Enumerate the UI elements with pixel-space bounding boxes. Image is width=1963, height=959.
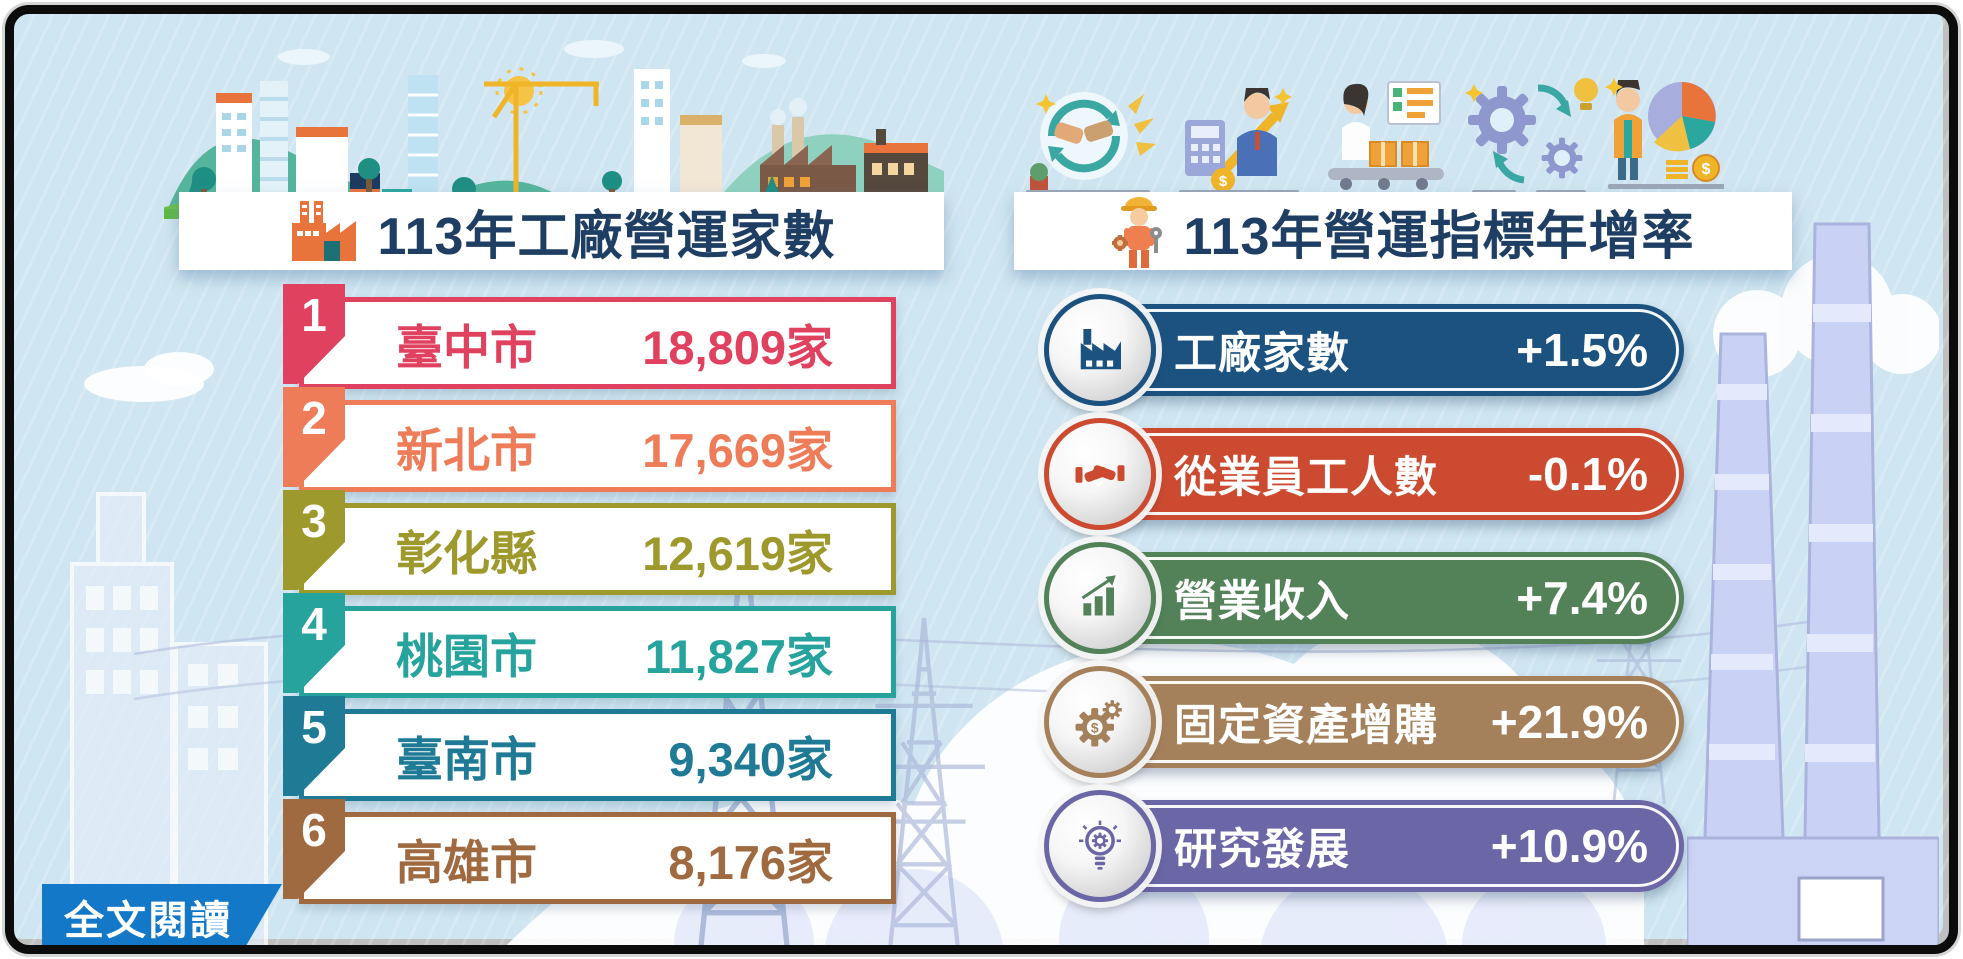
region-value: 9,340家 xyxy=(668,732,833,786)
rank-box: 新北市 17,669家 xyxy=(299,400,896,492)
rank-box: 臺中市 18,809家 xyxy=(299,297,896,389)
worker-title-icon xyxy=(1111,191,1166,271)
indicator-value: +7.4% xyxy=(1516,572,1648,624)
indicator-label: 工廠家數 xyxy=(1174,330,1350,378)
svg-text:$: $ xyxy=(1219,173,1228,190)
chimney-art xyxy=(1687,222,1939,945)
pill-row-revenue: 營業收入 +7.4% xyxy=(1044,542,1684,654)
vignette-calculator: $ xyxy=(1179,88,1299,195)
factory-title-icon xyxy=(288,199,360,263)
pill-row-factory-count: 工廠家數 +1.5% xyxy=(1044,294,1684,406)
pill-bar: 營業收入 +7.4% xyxy=(1098,552,1684,644)
rank-box: 桃園市 11,827家 xyxy=(299,606,896,698)
indicator-label: 固定資產增購 xyxy=(1174,702,1438,750)
rank-row-2: 2 新北市 17,669家 xyxy=(283,387,896,492)
region-value: 18,809家 xyxy=(642,320,833,374)
region-value: 8,176家 xyxy=(668,835,833,889)
rank-row-1: 1 臺中市 18,809家 xyxy=(283,284,896,389)
pill-row-rnd: 研究發展 +10.9% xyxy=(1044,790,1684,902)
factory-count-ranking-list: 1 臺中市 18,809家 2 新北市 17,669家 3 彰化縣 12,619… xyxy=(283,284,896,915)
rank-box: 臺南市 9,340家 xyxy=(299,709,896,801)
vignette-conveyor xyxy=(1322,81,1450,197)
read-more-button[interactable]: 全文閱讀 xyxy=(42,884,282,945)
pill-bar: 研究發展 +10.9% xyxy=(1098,800,1684,892)
pill-bar: 固定資產增購 +21.9% xyxy=(1098,676,1684,768)
vignette-handshake xyxy=(1026,92,1156,195)
pill-row-fixed-assets: 固定資產增購 +21.9% $ xyxy=(1044,666,1684,778)
rank-row-3: 3 彰化縣 12,619家 xyxy=(283,490,896,595)
region-name: 高雄市 xyxy=(396,835,537,889)
indicator-value: +1.5% xyxy=(1516,324,1648,376)
rank-badge: 1 xyxy=(283,284,345,384)
gear-dollar-icon: $ xyxy=(1044,666,1156,778)
region-value: 11,827家 xyxy=(644,629,833,683)
pill-row-employees: 從業員工人數 -0.1% xyxy=(1044,418,1684,530)
region-value: 17,669家 xyxy=(642,423,833,477)
left-panel-title: 113年工廠營運家數 xyxy=(377,207,836,266)
rank-row-6: 6 高雄市 8,176家 xyxy=(283,799,896,904)
indicator-label: 營業收入 xyxy=(1174,578,1350,626)
pill-bar: 從業員工人數 -0.1% xyxy=(1098,428,1684,520)
left-panel-title-bar: 113年工廠營運家數 xyxy=(179,192,944,270)
rank-box: 彰化縣 12,619家 xyxy=(299,503,896,595)
region-name: 新北市 xyxy=(396,423,537,477)
region-name: 臺南市 xyxy=(396,732,537,786)
handshake-icon xyxy=(1044,418,1156,530)
svg-text:$: $ xyxy=(1702,161,1711,178)
cloud-small-left2 xyxy=(144,352,214,386)
indicator-label: 研究發展 xyxy=(1174,826,1350,874)
indicator-value: +21.9% xyxy=(1490,696,1648,748)
vignette-gears xyxy=(1465,78,1598,195)
pill-bar: 工廠家數 +1.5% xyxy=(1098,304,1684,396)
svg-text:$: $ xyxy=(1091,720,1099,736)
right-panel-title-bar: 113年營運指標年增率 xyxy=(1014,192,1792,270)
region-name: 桃園市 xyxy=(396,629,537,683)
revenue-chart-icon xyxy=(1044,542,1156,654)
region-value: 12,619家 xyxy=(642,526,833,580)
bulb-gear-icon xyxy=(1044,790,1156,902)
rank-row-4: 4 桃園市 11,827家 xyxy=(283,593,896,698)
factory-icon xyxy=(1044,294,1156,406)
rank-row-5: 5 臺南市 9,340家 xyxy=(283,696,896,801)
indicator-label: 從業員工人數 xyxy=(1174,454,1438,502)
ghost-buildings-art xyxy=(70,492,268,945)
vignette-piechart: $ xyxy=(1605,78,1724,189)
indicator-value: -0.1% xyxy=(1527,448,1648,500)
infographic-card: $ xyxy=(5,5,1958,954)
right-panel-title: 113年營運指標年增率 xyxy=(1183,207,1695,266)
rank-box: 高雄市 8,176家 xyxy=(299,812,896,904)
business-icons-illustration: $ xyxy=(1026,78,1724,197)
region-name: 臺中市 xyxy=(396,320,537,374)
region-name: 彰化縣 xyxy=(396,526,537,580)
indicator-pill-list: 工廠家數 +1.5% 從業員工人數 -0.1% xyxy=(1044,294,1684,920)
indicator-value: +10.9% xyxy=(1490,820,1648,872)
read-more-label: 全文閱讀 xyxy=(64,899,232,943)
